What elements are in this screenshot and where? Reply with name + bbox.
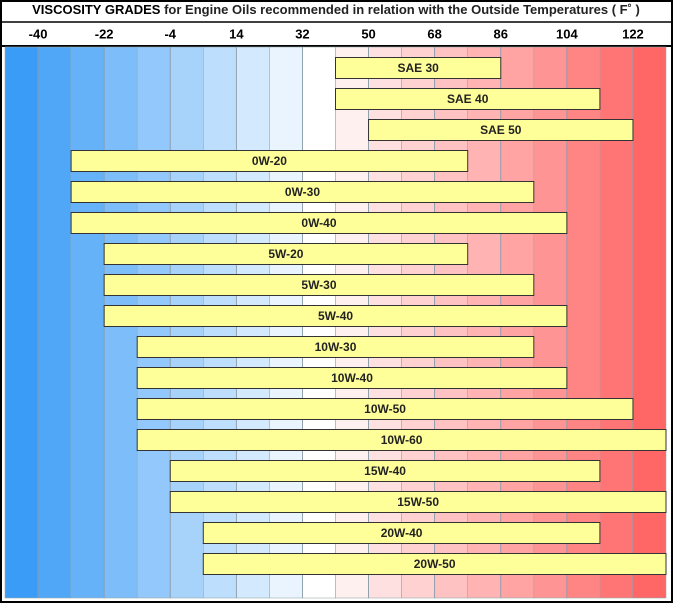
bar bbox=[169, 491, 667, 513]
x-tick-label: 32 bbox=[295, 26, 309, 41]
bar bbox=[335, 57, 502, 79]
background-column bbox=[70, 46, 105, 599]
bar-label: 15W-50 bbox=[397, 495, 439, 509]
background-column bbox=[4, 46, 39, 599]
x-tick-label: -22 bbox=[95, 26, 114, 41]
x-tick-label: -40 bbox=[29, 26, 48, 41]
x-tick-label: 104 bbox=[556, 26, 578, 41]
bar-label: 0W-40 bbox=[301, 216, 336, 230]
bar bbox=[103, 243, 469, 265]
bar-label: 5W-40 bbox=[318, 309, 353, 323]
bar-label: SAE 50 bbox=[480, 123, 522, 137]
background-column bbox=[37, 46, 72, 599]
bar bbox=[103, 305, 568, 327]
bar-label: 10W-30 bbox=[315, 340, 357, 354]
x-tick-label: 50 bbox=[361, 26, 375, 41]
bar bbox=[202, 522, 601, 544]
x-tick-label: 86 bbox=[494, 26, 508, 41]
bar bbox=[70, 212, 568, 234]
bar bbox=[335, 88, 601, 110]
bar-label: 20W-40 bbox=[381, 526, 423, 540]
bar-label: 15W-40 bbox=[364, 464, 406, 478]
bar bbox=[136, 336, 535, 358]
bar bbox=[136, 398, 634, 420]
bar bbox=[136, 367, 568, 389]
bar-label: 10W-50 bbox=[364, 402, 406, 416]
bar bbox=[202, 553, 667, 575]
bar bbox=[103, 274, 535, 296]
x-tick-label: 68 bbox=[427, 26, 441, 41]
bar-label: 0W-20 bbox=[252, 154, 287, 168]
bar bbox=[136, 429, 667, 451]
plot: -40 -22 -4 14 32 50 68 86 104 122 SAE 30 SAE 40 SAE … bbox=[29, 26, 667, 598]
bar bbox=[368, 119, 634, 141]
subtitle: for Engine Oils recommended in relation … bbox=[164, 2, 640, 17]
chart-title: VISCOSITY GRADES for Engine Oils recomme… bbox=[32, 2, 640, 17]
bar bbox=[169, 460, 601, 482]
bar bbox=[70, 181, 535, 203]
bar-label: 5W-20 bbox=[268, 247, 303, 261]
bar-label: 0W-30 bbox=[285, 185, 320, 199]
bar-label: SAE 30 bbox=[397, 61, 439, 75]
bar-label: 20W-50 bbox=[414, 557, 456, 571]
x-tick-label: -4 bbox=[164, 26, 176, 41]
title: VISCOSITY GRADES bbox=[32, 2, 161, 17]
bar-label: 10W-40 bbox=[331, 371, 373, 385]
bar bbox=[70, 150, 469, 172]
bar-label: 5W-30 bbox=[301, 278, 336, 292]
bar-label: 10W-60 bbox=[381, 433, 423, 447]
background-column bbox=[632, 46, 667, 599]
x-tick-label: 14 bbox=[229, 26, 244, 41]
bar-label: SAE 40 bbox=[447, 92, 489, 106]
x-tick-label: 122 bbox=[622, 26, 644, 41]
